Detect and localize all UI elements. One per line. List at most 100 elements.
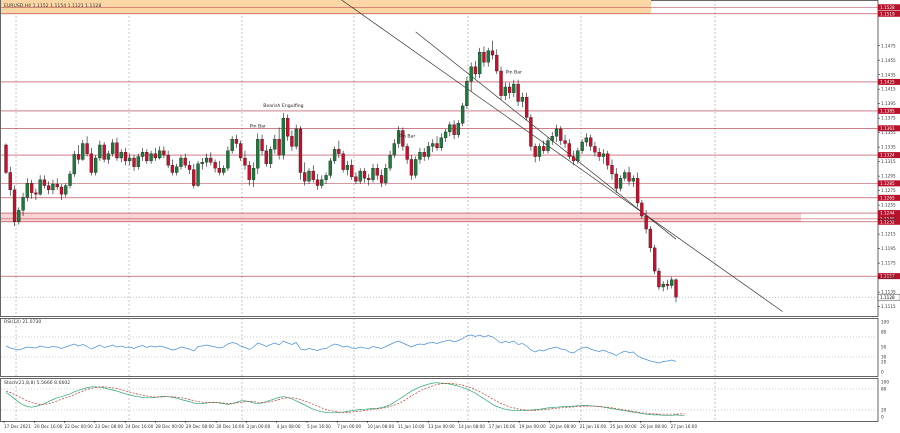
candle-body bbox=[593, 146, 597, 153]
candle-body bbox=[187, 165, 192, 170]
candle-body bbox=[260, 139, 264, 151]
candle-body bbox=[490, 50, 495, 56]
candle-body bbox=[661, 283, 665, 288]
candle-body bbox=[409, 159, 414, 176]
annotation-label: Pin Bar bbox=[399, 134, 415, 140]
candle-body bbox=[183, 157, 187, 166]
candle-body bbox=[554, 128, 559, 137]
level-tag-label: 1.1519 bbox=[880, 11, 895, 16]
price-tick-label: 1.1175 bbox=[881, 261, 896, 266]
candle-body bbox=[401, 130, 405, 147]
candle-body bbox=[29, 183, 34, 193]
candle-body bbox=[81, 143, 85, 160]
price-tick-label: 1.1435 bbox=[881, 72, 896, 77]
time-axis: 17 Dec 2021 20 Dec 16:00 22 Dec 00:00 23 De… bbox=[3, 421, 698, 429]
candle-body bbox=[362, 170, 367, 179]
candle-body bbox=[448, 124, 452, 133]
rsi-axis-label: 50 bbox=[881, 345, 887, 350]
time-label: 23 Dec 08:00 bbox=[95, 424, 123, 429]
price-tick-label: 1.1275 bbox=[881, 188, 896, 193]
candle-body bbox=[563, 140, 567, 144]
candle-body bbox=[324, 175, 328, 180]
candle-body bbox=[431, 143, 435, 147]
candle-body bbox=[341, 153, 345, 170]
candle-body bbox=[196, 163, 200, 186]
candle-body bbox=[136, 156, 140, 167]
candle-body bbox=[64, 185, 68, 195]
candle-body bbox=[499, 70, 503, 96]
rsi-axis-label: 0 bbox=[881, 370, 884, 375]
candle-body bbox=[21, 196, 25, 211]
level-tag bbox=[878, 194, 900, 201]
candle-body bbox=[657, 270, 661, 288]
candle-body bbox=[234, 139, 239, 144]
stoch-axis-label: 0 bbox=[881, 415, 884, 420]
price-tick-label: 1.1315 bbox=[881, 159, 896, 164]
candle-body bbox=[106, 153, 111, 160]
candle-body bbox=[618, 178, 623, 189]
time-label: 28 Dec 00:00 bbox=[156, 424, 184, 429]
candle-body bbox=[350, 165, 354, 177]
candle-body bbox=[422, 152, 426, 157]
candle-body bbox=[388, 154, 392, 169]
time-label: 30 Dec 16:00 bbox=[216, 424, 244, 429]
price-tick-label: 1.1335 bbox=[881, 145, 896, 150]
candle-body bbox=[170, 165, 175, 173]
candlestick-series bbox=[4, 40, 678, 303]
candle-body bbox=[85, 143, 89, 154]
candle-body bbox=[93, 157, 98, 173]
candle-body bbox=[546, 140, 550, 151]
level-tag bbox=[878, 180, 900, 187]
candle-body bbox=[298, 128, 303, 173]
time-label: 27 Jan 16:00 bbox=[671, 424, 698, 429]
candle-body bbox=[34, 192, 38, 195]
time-label: 19 Jan 00:00 bbox=[519, 424, 546, 429]
candle-body bbox=[239, 143, 243, 159]
candle-body bbox=[175, 166, 179, 173]
candle-body bbox=[653, 247, 657, 272]
candle-body bbox=[111, 142, 115, 154]
rsi-axis-label: 100 bbox=[881, 320, 889, 325]
level-tag bbox=[878, 218, 900, 225]
price-tick-label: 1.1215 bbox=[881, 232, 896, 237]
candle-body bbox=[644, 215, 648, 230]
annotation-label: Pin Bar bbox=[506, 70, 522, 76]
candle-body bbox=[529, 117, 533, 147]
candle-body bbox=[320, 179, 324, 186]
candle-body bbox=[358, 170, 362, 182]
price-tick-label: 1.1375 bbox=[881, 116, 896, 121]
candle-body bbox=[524, 96, 529, 118]
price-tick-label: 1.1235 bbox=[881, 217, 896, 222]
time-label: 5 Jan 16:00 bbox=[307, 424, 331, 429]
candle-body bbox=[294, 128, 298, 147]
candle-body bbox=[337, 149, 341, 154]
price-tick-label: 1.1395 bbox=[881, 101, 896, 106]
time-label: 17 Jan 16:00 bbox=[489, 424, 516, 429]
level-tag bbox=[878, 10, 900, 17]
time-label: 14 Jan 08:00 bbox=[459, 424, 486, 429]
candle-body bbox=[286, 117, 290, 137]
time-label: 20 Dec 16:00 bbox=[34, 424, 62, 429]
candle-body bbox=[635, 178, 640, 204]
candle-body bbox=[384, 167, 388, 183]
candle-body bbox=[303, 172, 307, 182]
level-tag-label: 1.1157 bbox=[880, 274, 895, 279]
candle-body bbox=[256, 139, 260, 169]
candle-body bbox=[597, 152, 601, 157]
candle-body bbox=[128, 157, 132, 162]
candle-body bbox=[559, 128, 563, 141]
price-tick-label: 1.1135 bbox=[881, 290, 896, 295]
candle-body bbox=[640, 202, 644, 217]
level-tag bbox=[878, 210, 900, 217]
candle-body bbox=[157, 150, 162, 159]
candle-body bbox=[243, 157, 247, 166]
channel-line-upper[interactable] bbox=[415, 31, 677, 240]
time-label: 25 Jan 00:00 bbox=[610, 424, 637, 429]
candle-body bbox=[571, 156, 576, 162]
candle-body bbox=[273, 139, 277, 150]
candle-body bbox=[204, 157, 209, 163]
price-tick-label: 1.1415 bbox=[881, 87, 896, 92]
horizontal-levels bbox=[1, 0, 878, 298]
